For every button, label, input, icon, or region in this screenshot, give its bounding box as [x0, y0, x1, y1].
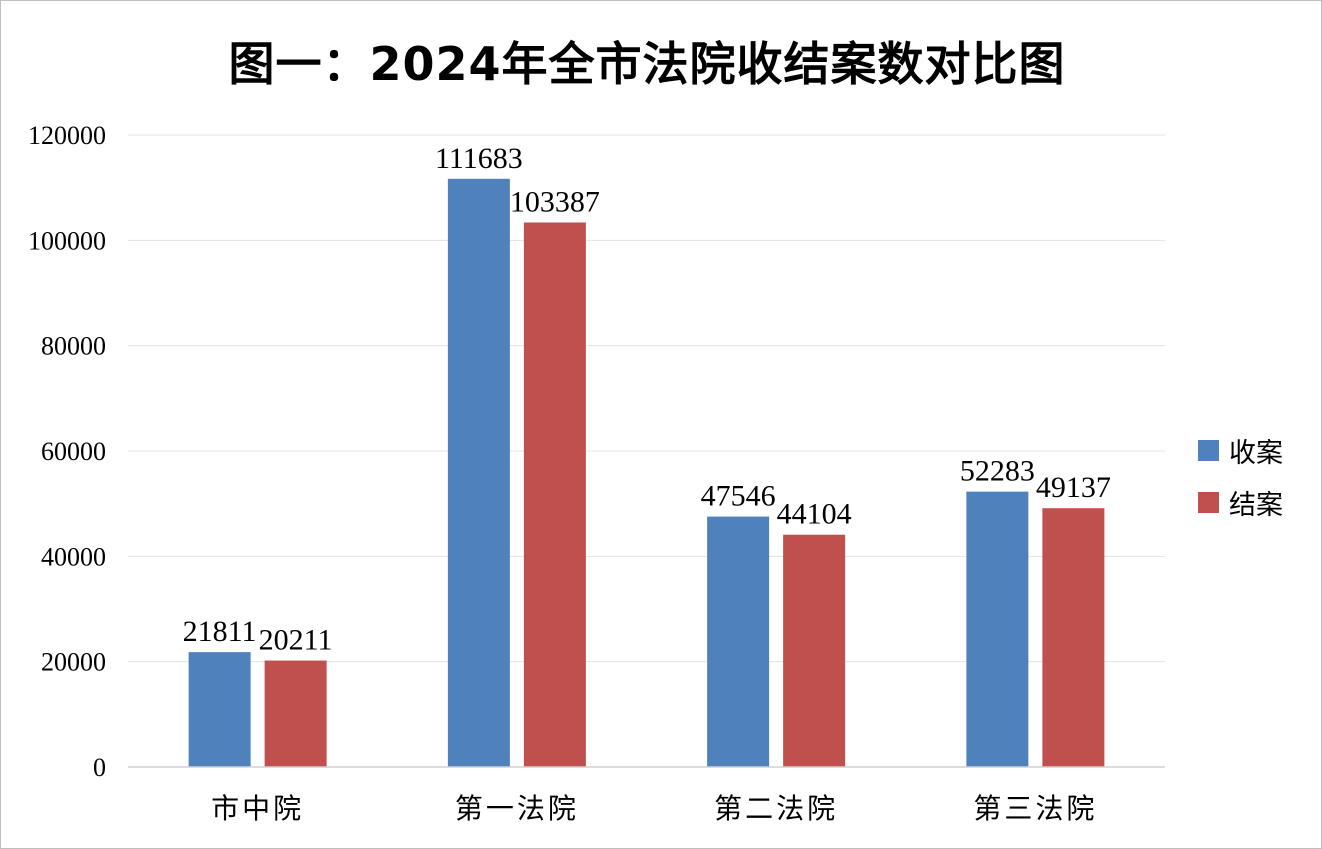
y-tick-label: 120000: [28, 121, 106, 150]
legend-item-series-1: 结案: [1198, 476, 1283, 528]
bars: [188, 178, 1105, 768]
legend-label: 结案: [1229, 489, 1283, 521]
y-axis-ticks: 0 20000 40000 60000 80000 100000 120000: [28, 121, 106, 782]
legend-swatch: [1198, 491, 1219, 513]
data-label: 49137: [1036, 471, 1111, 504]
x-tick-label: 第一法院: [455, 792, 579, 825]
x-tick-label: 第二法院: [714, 792, 838, 825]
bar: [523, 222, 586, 768]
legend-swatch: [1198, 439, 1219, 461]
gridlines: [128, 134, 1165, 663]
legend-label: 收案: [1229, 437, 1283, 469]
y-tick-label: 60000: [41, 437, 106, 466]
y-tick-label: 20000: [41, 648, 106, 677]
y-tick-label: 100000: [28, 226, 106, 255]
bar: [188, 652, 251, 767]
bar: [1042, 508, 1105, 767]
data-label: 21811: [183, 615, 257, 648]
x-axis-ticks: 市中院 第一法院 第二法院 第三法院: [211, 792, 1097, 825]
bar: [966, 491, 1029, 767]
data-label: 111683: [435, 142, 523, 175]
bar: [447, 178, 510, 768]
y-tick-label: 40000: [41, 542, 106, 571]
bar: [264, 660, 327, 767]
bar: [783, 534, 846, 767]
data-label: 52283: [960, 455, 1035, 488]
data-label: 103387: [510, 185, 600, 218]
y-tick-label: 0: [93, 753, 106, 782]
x-tick-label: 市中院: [211, 792, 304, 825]
data-label: 44104: [777, 498, 852, 531]
chart-title: 图一：2024年全市法院收结案数对比图: [228, 37, 1066, 91]
data-label: 47546: [701, 480, 776, 513]
bar: [707, 516, 770, 767]
y-tick-label: 80000: [41, 332, 106, 361]
data-label: 20211: [259, 624, 333, 657]
legend: 收案 结案: [1198, 424, 1283, 528]
legend-item-series-0: 收案: [1198, 424, 1283, 476]
x-tick-label: 第三法院: [973, 792, 1097, 825]
